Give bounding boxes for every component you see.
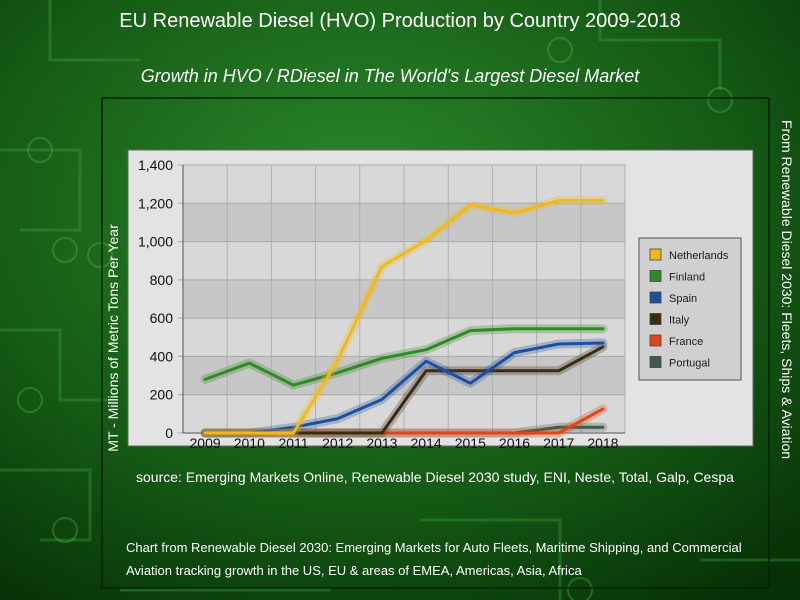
legend-swatch (649, 313, 662, 325)
legend-label: Finland (669, 272, 705, 284)
x-tick-label: 2015 (455, 435, 486, 451)
series-line-netherlands (203, 198, 605, 435)
y-tick-label: 1,000 (138, 234, 173, 250)
x-tick-label: 2011 (278, 435, 308, 451)
source-note: source: Emerging Markets Online, Renewab… (136, 469, 734, 485)
y-tick-label: 400 (150, 348, 174, 364)
x-tick-label: 2018 (587, 435, 618, 451)
footer-note: Chart from Renewable Diesel 2030: Emergi… (126, 540, 742, 578)
x-tick-label: 2017 (543, 435, 574, 451)
side-note-text: From Renewable Diesel 2030: Fleets, Ship… (779, 120, 795, 460)
legend-swatch (649, 270, 662, 282)
y-tick-label: 1,400 (138, 157, 173, 173)
legend-swatch (649, 248, 662, 261)
legend-label: Italy (669, 315, 690, 327)
x-tick-label: 2009 (190, 435, 221, 451)
x-tick-label: 2013 (366, 435, 397, 451)
x-tick-label: 2016 (499, 435, 530, 451)
x-tick-label: 2010 (234, 435, 265, 451)
legend-swatch (649, 356, 662, 368)
side-note: From Renewable Diesel 2030: Fleets, Ship… (773, 120, 799, 515)
y-tick-label: 1,200 (138, 195, 173, 211)
legend-swatch (649, 334, 662, 347)
series-line-finland (203, 327, 605, 387)
y-tick-label: 800 (150, 272, 174, 288)
legend-label: Spain (669, 293, 697, 305)
x-tick-label: 2012 (322, 435, 353, 451)
page-title: EU Renewable Diesel (HVO) Production by … (119, 10, 681, 32)
legend-label: Netherlands (669, 250, 729, 262)
series-line-spain (203, 341, 605, 435)
x-tick-label: 2014 (411, 435, 442, 451)
page-subtitle: Growth in HVO / RDiesel in The World's L… (140, 66, 640, 86)
y-axis-label: MT - Millions of Metric Tons Per Year (105, 224, 121, 452)
legend-label: Portugal (669, 358, 710, 370)
y-tick-label: 0 (165, 425, 173, 441)
legend-label: France (669, 336, 703, 348)
y-tick-label: 200 (150, 387, 174, 403)
y-tick-label: 600 (150, 310, 174, 326)
legend-swatch (649, 291, 662, 304)
